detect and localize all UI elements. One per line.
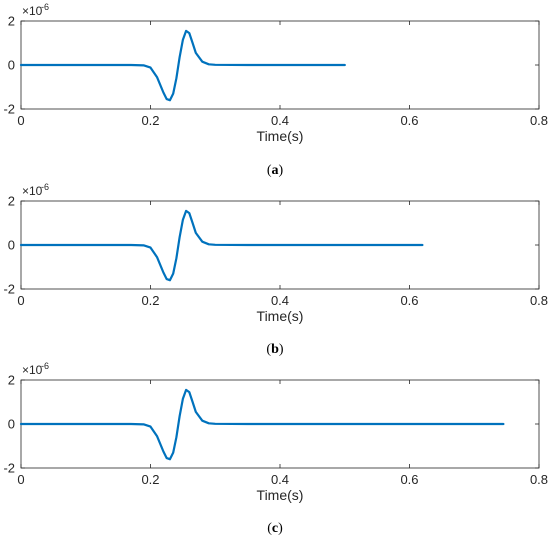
caption-letter: b [271, 342, 279, 357]
x-tick-label: 0 [17, 293, 24, 308]
x-axis-label: Time(s) [257, 487, 304, 503]
x-tick-label: 0.8 [530, 472, 548, 487]
y-tick-label: 0 [8, 238, 15, 253]
caption-letter: c [272, 521, 278, 536]
caption-open-paren: ( [266, 342, 271, 357]
series-line [19, 209, 424, 282]
x-tick-label: 0.4 [271, 293, 289, 308]
series-line [19, 29, 346, 102]
caption-close-paren: ) [279, 342, 284, 357]
x-tick-label: 0.6 [400, 113, 418, 128]
x-tick-label: 0.4 [271, 113, 289, 128]
caption-open-paren: ( [267, 163, 272, 178]
panel-caption: (a) [267, 163, 284, 178]
caption-close-paren: ) [279, 163, 284, 178]
series-line [19, 388, 505, 461]
x-tick-label: 0.2 [141, 472, 159, 487]
x-tick-label: 0 [17, 113, 24, 128]
y-tick-label: -2 [3, 461, 15, 476]
x-tick-label: 0.6 [400, 293, 418, 308]
y-tick-label: 2 [8, 14, 15, 29]
y-exponent-base: ×10 [22, 363, 43, 377]
x-tick-label: 0.2 [141, 113, 159, 128]
y-tick-label: 0 [8, 58, 15, 73]
y-tick-label: -2 [3, 282, 15, 297]
y-exponent-base: ×10 [22, 184, 43, 198]
panel-caption: (c) [267, 521, 283, 536]
caption-close-paren: ) [278, 521, 283, 536]
y-tick-label: 2 [8, 194, 15, 209]
x-tick-label: 0.4 [271, 472, 289, 487]
y-exponent-power: -6 [41, 182, 49, 192]
y-tick-label: 0 [8, 417, 15, 432]
caption-letter: a [272, 163, 279, 178]
x-tick-label: 0.6 [400, 472, 418, 487]
y-tick-label: 2 [8, 373, 15, 388]
panel-caption: (b) [266, 342, 283, 357]
y-exponent-power: -6 [41, 2, 49, 12]
y-exponent-base: ×10 [22, 4, 43, 18]
x-axis-label: Time(s) [257, 308, 304, 324]
x-tick-label: 0 [17, 472, 24, 487]
x-tick-label: 0.8 [530, 113, 548, 128]
x-axis-label: Time(s) [257, 128, 304, 144]
x-tick-label: 0.8 [530, 293, 548, 308]
y-exponent-power: -6 [41, 361, 49, 371]
y-tick-label: -2 [3, 102, 15, 117]
x-tick-label: 0.2 [141, 293, 159, 308]
caption-open-paren: ( [267, 521, 272, 536]
